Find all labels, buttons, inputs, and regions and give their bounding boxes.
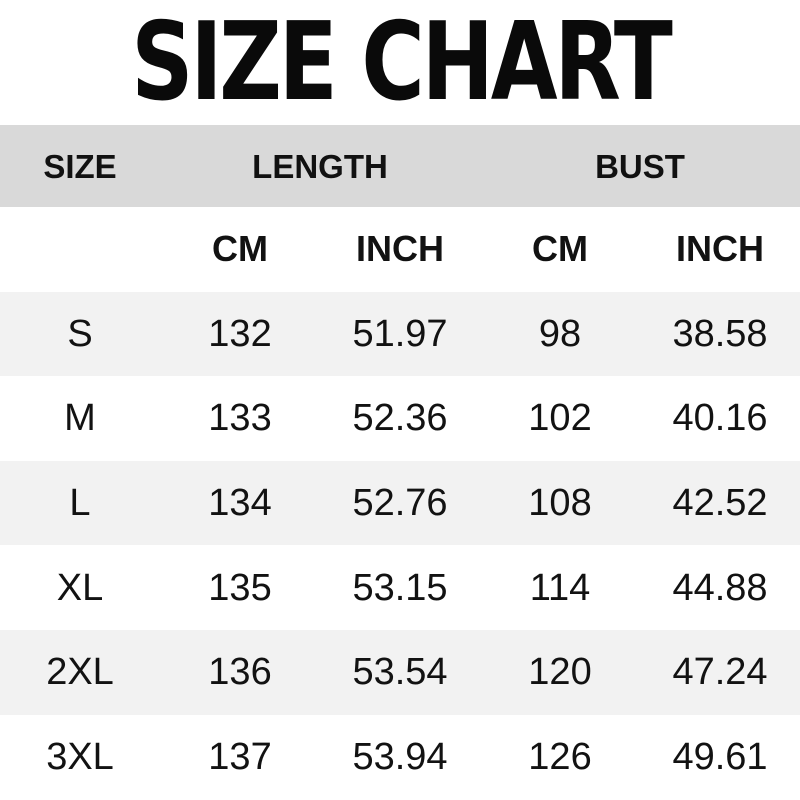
- size-cell: L: [69, 482, 91, 525]
- table-row: M 133 52.36 102 40.16: [0, 376, 800, 461]
- size-cell: 2XL: [46, 651, 114, 694]
- group-header-bust: BUST: [595, 147, 685, 185]
- size-cell: M: [64, 397, 96, 440]
- page-title-area: SIZE CHART: [0, 0, 800, 125]
- unit-header-bust-cm: CM: [532, 228, 588, 270]
- length-inch-cell: 52.36: [352, 397, 448, 440]
- unit-header-length-inch: INCH: [356, 228, 444, 270]
- length-cm-cell: 134: [208, 482, 272, 525]
- bust-cm-cell: 102: [528, 397, 592, 440]
- table-row: L 134 52.76 108 42.52: [0, 460, 800, 546]
- bust-cm-cell: 120: [528, 651, 592, 694]
- bust-inch-cell: 49.61: [672, 735, 768, 778]
- length-cm-cell: 133: [208, 397, 272, 440]
- bust-inch-cell: 44.88: [672, 566, 768, 609]
- bust-inch-cell: 42.52: [672, 482, 768, 525]
- group-header-length: LENGTH: [252, 147, 388, 185]
- unit-header-length-cm: CM: [212, 228, 268, 270]
- unit-header-row: CM INCH CM INCH: [0, 207, 800, 292]
- bust-cm-cell: 108: [528, 482, 592, 525]
- bust-inch-cell: 40.16: [672, 397, 768, 440]
- length-inch-cell: 53.54: [352, 651, 448, 694]
- size-chart-table: SIZE LENGTH BUST CM INCH CM INCH S 132 5…: [0, 125, 800, 800]
- length-inch-cell: 53.15: [352, 566, 448, 609]
- bust-inch-cell: 47.24: [672, 651, 768, 694]
- unit-header-bust-inch: INCH: [676, 228, 764, 270]
- length-inch-cell: 51.97: [352, 312, 448, 355]
- table-body: S 132 51.97 98 38.58 M 133 52.36 102 40.…: [0, 291, 800, 800]
- size-cell: 3XL: [46, 735, 114, 778]
- length-inch-cell: 52.76: [352, 482, 448, 525]
- group-header-row: SIZE LENGTH BUST: [0, 125, 800, 207]
- bust-inch-cell: 38.58: [672, 312, 768, 355]
- table-row: 3XL 137 53.94 126 49.61: [0, 714, 800, 800]
- length-inch-cell: 53.94: [352, 735, 448, 778]
- size-cell: S: [67, 312, 93, 355]
- length-cm-cell: 137: [208, 735, 272, 778]
- bust-cm-cell: 98: [538, 312, 582, 355]
- length-cm-cell: 135: [208, 566, 272, 609]
- size-cell: XL: [56, 566, 104, 609]
- table-row: S 132 51.97 98 38.58: [0, 291, 800, 377]
- table-row: 2XL 136 53.54 120 47.24: [0, 629, 800, 715]
- page-title: SIZE CHART: [130, 0, 672, 125]
- length-cm-cell: 132: [208, 312, 272, 355]
- group-header-size: SIZE: [43, 147, 117, 185]
- bust-cm-cell: 126: [528, 735, 592, 778]
- length-cm-cell: 136: [208, 651, 272, 694]
- table-row: XL 135 53.15 114 44.88: [0, 545, 800, 630]
- bust-cm-cell: 114: [529, 566, 591, 609]
